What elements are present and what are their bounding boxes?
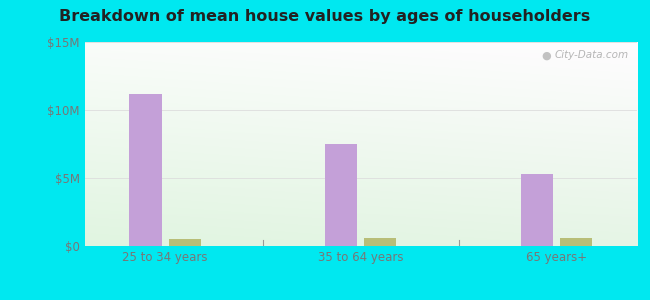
Text: City-Data.com: City-Data.com — [554, 50, 629, 60]
Text: ●: ● — [541, 50, 551, 60]
Text: Breakdown of mean house values by ages of householders: Breakdown of mean house values by ages o… — [59, 9, 591, 24]
Bar — [168, 238, 201, 246]
Bar — [325, 144, 358, 246]
Bar — [129, 94, 162, 246]
Bar — [364, 238, 396, 246]
Bar — [521, 174, 553, 246]
Bar — [560, 238, 592, 246]
